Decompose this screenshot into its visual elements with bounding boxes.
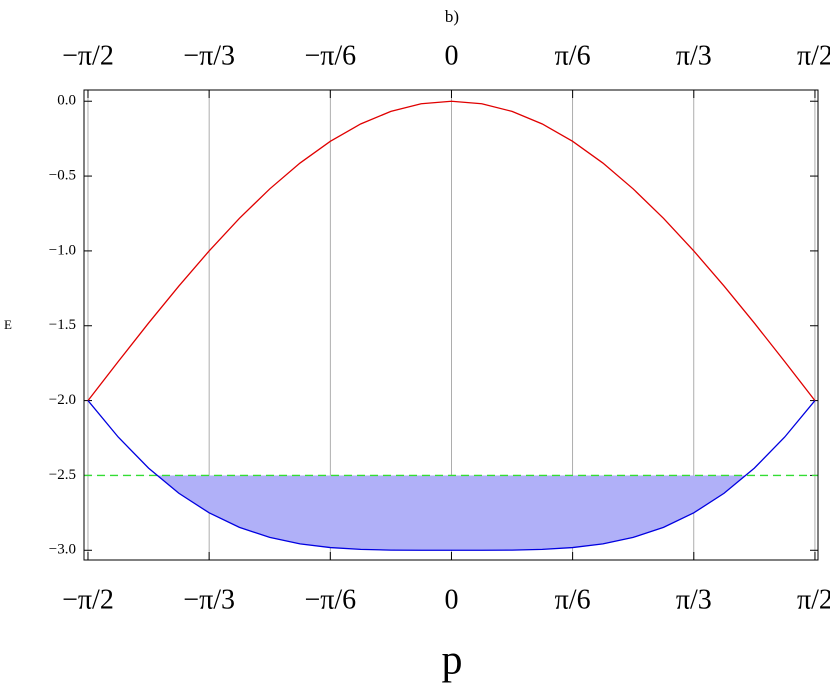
x-tick-label-top: −π/6 [304,40,356,71]
line-series [87,100,816,401]
x-tick-label: −π/6 [304,584,356,615]
y-axis-label: E [4,317,12,332]
chart-title: b) [445,7,459,26]
x-tick-label: π/3 [676,584,712,615]
x-tick-label-top: 0 [444,40,458,71]
y-tick-label: −2.0 [49,392,76,408]
x-axis-label: p [442,638,463,684]
x-tick-label: −π/2 [62,584,114,615]
y-tick-label: −3.0 [49,542,76,558]
x-tick-label: π/2 [797,584,830,615]
x-tick-label-top: π/6 [555,40,591,71]
x-tick-label: π/6 [555,584,591,615]
x-tick-label-top: π/2 [797,40,830,71]
x-tick-label: 0 [444,584,458,615]
y-tick-label: −0.5 [49,168,76,184]
x-tick-label-top: −π/3 [183,40,235,71]
x-tick-label-top: π/3 [676,40,712,71]
y-tick-label: −2.5 [49,467,76,483]
y-tick-label: 0.0 [57,93,76,109]
plot-frame [83,89,819,561]
x-tick-label: −π/3 [183,584,235,615]
x-tick-label-top: −π/2 [62,40,114,71]
y-tick-label: −1.5 [49,317,76,333]
filled-area [87,475,815,551]
y-tick-label: −1.0 [49,242,76,258]
line-series [87,400,816,551]
